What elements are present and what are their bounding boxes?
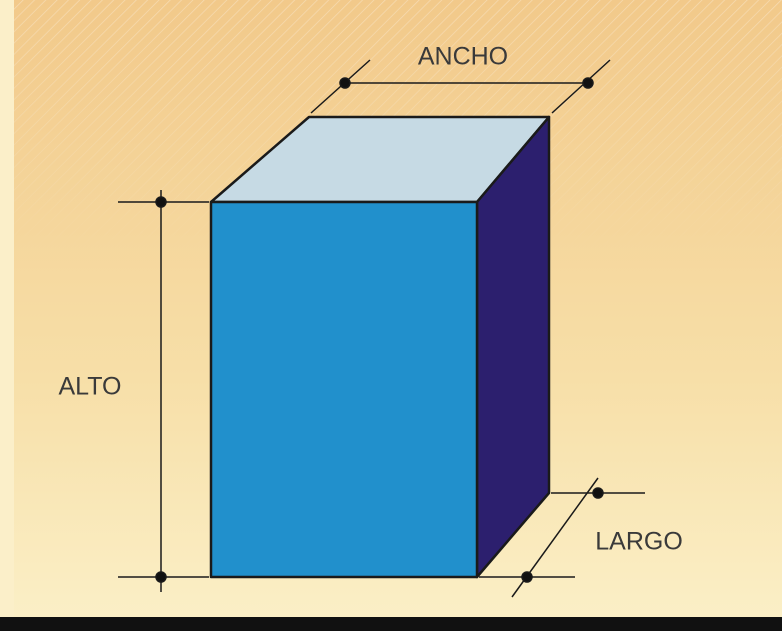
left-border <box>0 0 14 631</box>
depth-label: LARGO <box>595 528 683 556</box>
dot <box>521 571 533 583</box>
width-label: ANCHO <box>418 43 508 71</box>
height-label: ALTO <box>59 373 122 401</box>
bottom-bar <box>0 617 782 631</box>
dot <box>592 487 604 499</box>
dot <box>155 196 167 208</box>
dot <box>339 77 351 89</box>
dimension-lines <box>118 59 645 598</box>
box <box>209 115 551 579</box>
box-front <box>209 200 479 579</box>
dot <box>582 77 594 89</box>
width-ext <box>551 59 611 114</box>
dot <box>155 571 167 583</box>
